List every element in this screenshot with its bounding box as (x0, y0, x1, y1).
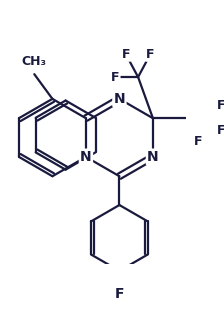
Text: N: N (147, 150, 159, 164)
Text: F: F (115, 287, 124, 301)
Text: F: F (111, 70, 119, 83)
Text: F: F (146, 48, 155, 61)
Text: CH₃: CH₃ (22, 55, 47, 68)
Text: N: N (114, 92, 125, 106)
Text: F: F (217, 124, 224, 137)
Text: F: F (194, 135, 202, 148)
Text: N: N (80, 150, 92, 164)
Text: F: F (121, 48, 130, 61)
Text: F: F (217, 99, 224, 112)
